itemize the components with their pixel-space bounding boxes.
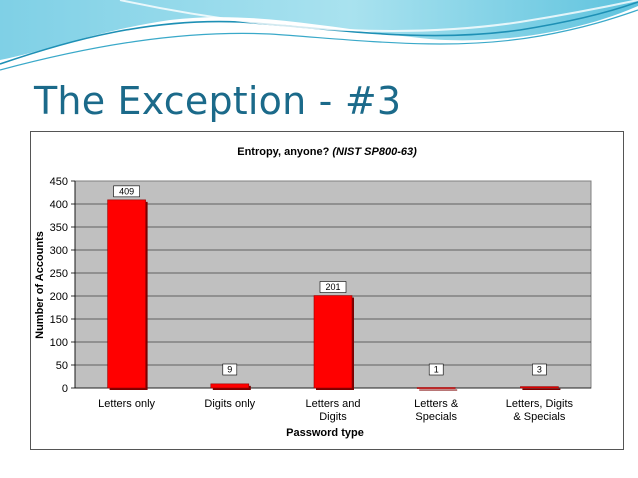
data-label-box xyxy=(532,363,547,376)
x-tick-label: Digits only xyxy=(204,398,255,410)
y-tick-label: 150 xyxy=(50,314,68,326)
data-label: 1 xyxy=(434,365,439,375)
bar xyxy=(520,386,559,389)
x-tick-label: Letters, Digits & Specials xyxy=(506,398,574,423)
header-banner xyxy=(0,0,638,80)
bar xyxy=(416,387,456,389)
y-tick-label: 400 xyxy=(50,199,68,211)
data-label-box xyxy=(319,281,347,293)
data-label: 9 xyxy=(227,365,232,375)
data-label: 409 xyxy=(119,186,134,196)
plot-area: 0 50 100 150 200 250 300 350 400 450 409 Letters on… xyxy=(50,176,592,423)
chart-title-main: Entropy, anyone? xyxy=(237,146,329,158)
data-label: 201 xyxy=(325,282,340,292)
bar xyxy=(107,199,146,389)
bar-shadow xyxy=(522,388,561,390)
data-label-box xyxy=(113,185,140,198)
bar-shadow xyxy=(419,389,458,391)
bar-chart: Entropy, anyone? (NIST SP800-63) 0 50 100 1… xyxy=(34,146,592,439)
y-tick-label: 200 xyxy=(50,291,68,303)
x-tick-label: Letters and Digits xyxy=(305,398,360,423)
data-label: 3 xyxy=(537,365,542,375)
y-tick-label: 300 xyxy=(50,245,68,257)
data-label-box xyxy=(222,363,238,376)
y-tick-label: 250 xyxy=(50,268,68,280)
x-axis-title: Password type xyxy=(286,427,364,439)
y-tick-label: 450 xyxy=(50,176,68,188)
y-axis-title: Number of Accounts xyxy=(34,231,46,339)
slide-title: The Exception - #3 xyxy=(34,79,402,123)
y-tick-label: 100 xyxy=(50,337,68,349)
y-tick-label: 0 xyxy=(62,383,68,395)
y-tick-label: 350 xyxy=(50,222,68,234)
x-tick-label: Letters only xyxy=(98,398,155,410)
bar xyxy=(313,295,353,389)
bar xyxy=(210,383,250,389)
x-tick-label: Letters & Specials xyxy=(414,398,459,423)
data-label-box xyxy=(428,363,444,376)
chart-title: Entropy, anyone? (NIST SP800-63) xyxy=(237,146,417,158)
chart-title-note: (NIST SP800-63) xyxy=(332,146,417,158)
y-tick-label: 50 xyxy=(56,360,68,372)
